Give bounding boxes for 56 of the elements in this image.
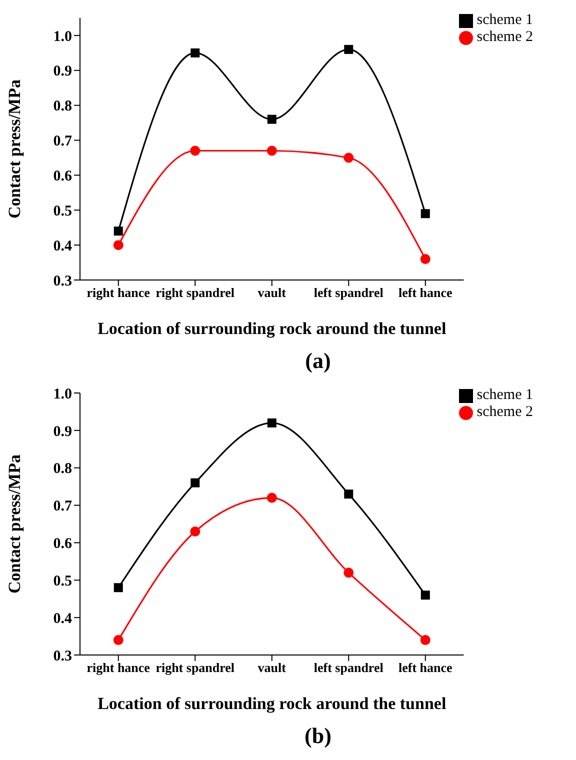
- y-tick-label: 0.7: [53, 498, 72, 515]
- legend-label: scheme 1: [476, 12, 533, 28]
- point: [190, 48, 200, 58]
- legend-label: scheme 2: [476, 29, 533, 45]
- point: [190, 146, 200, 156]
- y-tick-label: 0.5: [53, 573, 72, 590]
- legend-label: scheme 2: [476, 404, 533, 420]
- y-tick-label: 0.5: [53, 203, 72, 220]
- point: [267, 114, 276, 124]
- point: [344, 152, 354, 163]
- point: [344, 568, 354, 578]
- x-tick-label: left hance: [398, 660, 453, 676]
- point: [266, 492, 277, 503]
- x-axis-title: Location of surrounding rock around the tunnel: [98, 319, 446, 338]
- point: [420, 254, 430, 264]
- y-tick-label: 0.9: [53, 64, 72, 80]
- x-tick-label: right hance: [86, 660, 150, 676]
- legend-label: scheme 1: [476, 387, 533, 403]
- text: (b): [304, 723, 332, 749]
- x-tick-label: right spandrel: [156, 285, 235, 300]
- y-tick-label: 0.6: [53, 168, 72, 185]
- point: [344, 490, 354, 499]
- x-tick-label: vault: [258, 660, 287, 676]
- point: [114, 226, 123, 236]
- y-tick-label: 0.8: [53, 461, 72, 478]
- y-axis-title: Contact press/MPa: [5, 79, 24, 218]
- point: [420, 590, 430, 600]
- point: [420, 209, 430, 218]
- y-tick-label: 0.6: [53, 536, 72, 552]
- y-axis-title: Contact press/MPa: [5, 454, 24, 594]
- x-tick-label: left spandrel: [314, 285, 384, 300]
- point: [266, 146, 277, 156]
- y-tick-label: 0.3: [53, 648, 72, 664]
- y-tick-label: 0.3: [53, 273, 72, 290]
- y-tick-label: 1.0: [53, 28, 72, 45]
- x-axis-title: Location of surrounding rock around the tunnel: [98, 694, 446, 713]
- point: [190, 526, 200, 536]
- y-tick-label: 0.4: [53, 610, 72, 627]
- point: [344, 44, 354, 54]
- y-tick-label: 0.7: [53, 134, 72, 150]
- point: [113, 635, 124, 646]
- y-tick-label: 0.9: [53, 424, 72, 440]
- text: (a): [304, 348, 332, 374]
- point: [114, 583, 123, 592]
- point: [190, 478, 200, 488]
- y-tick-label: 1.0: [53, 386, 72, 402]
- point: [420, 635, 430, 646]
- x-tick-label: left hance: [398, 285, 453, 300]
- point: [267, 418, 276, 428]
- x-tick-label: right hance: [86, 285, 150, 300]
- point: [113, 240, 124, 250]
- x-tick-label: vault: [258, 285, 287, 300]
- y-tick-label: 0.4: [53, 238, 72, 254]
- y-tick-label: 0.8: [53, 98, 72, 115]
- x-tick-label: right spandrel: [156, 660, 235, 676]
- x-tick-label: left spandrel: [314, 660, 384, 676]
